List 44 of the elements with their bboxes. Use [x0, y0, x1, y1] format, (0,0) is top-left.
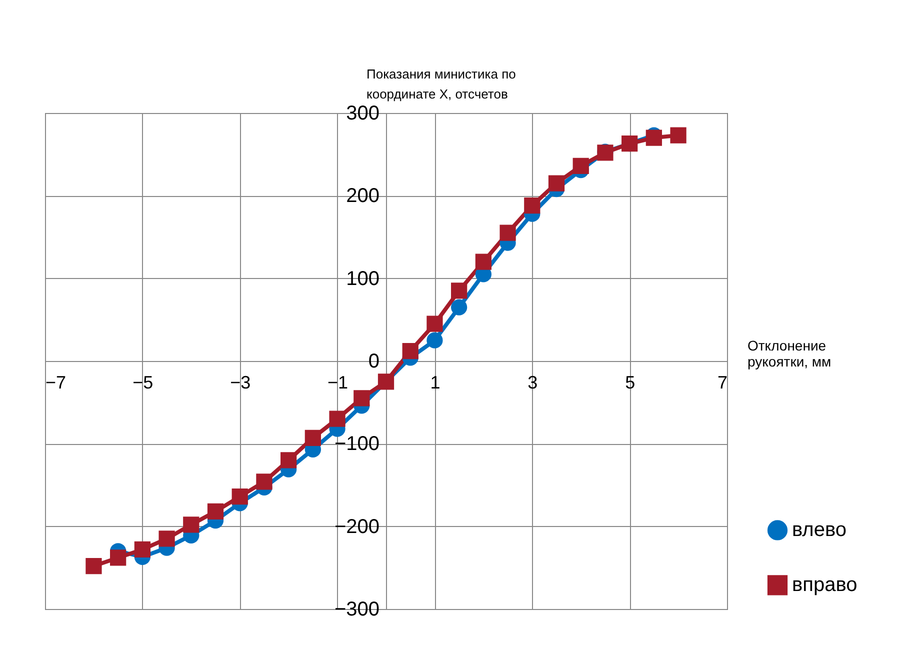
x-tick-label: −5 [132, 372, 154, 392]
point [354, 390, 370, 406]
point [670, 127, 686, 144]
point [256, 474, 272, 490]
y-tick-label: −300 [334, 598, 380, 620]
point [451, 282, 468, 299]
point [475, 254, 492, 270]
point [207, 503, 224, 520]
point [548, 175, 565, 192]
point [158, 530, 175, 547]
x-tick-label: 7 [717, 372, 728, 392]
point [304, 430, 321, 446]
point [426, 316, 443, 332]
y-tick-label: 300 [346, 102, 380, 124]
point [500, 224, 516, 241]
point [183, 516, 200, 533]
point [572, 158, 589, 174]
point [646, 130, 662, 146]
x-tick-label: −7 [46, 372, 66, 392]
point [378, 374, 394, 390]
x-axis-title: Отклонение рукоятки, мм [748, 338, 832, 370]
y-tick-label: −100 [334, 433, 380, 456]
point [402, 343, 418, 360]
x-tick-label: 3 [528, 372, 538, 392]
point [329, 410, 346, 427]
point [524, 198, 540, 214]
y-tick-label: 0 [368, 350, 380, 372]
point [451, 299, 468, 316]
legend-label: вправо [792, 574, 858, 596]
x-tick-label: 5 [625, 372, 636, 392]
y-axis-title: Показания министика по координате X, отсчетов [366, 66, 516, 102]
x-tick-label: −3 [230, 372, 251, 392]
x-tick-label: 1 [430, 372, 440, 392]
point [86, 558, 102, 574]
y-tick-label: −200 [334, 516, 380, 538]
point [280, 452, 297, 468]
y-tick-label: 100 [346, 268, 380, 290]
point [134, 541, 150, 558]
legend-label: влево [792, 519, 846, 542]
y-tick-label: 200 [346, 185, 380, 208]
point [232, 488, 248, 505]
point [110, 550, 126, 566]
x-tick-label: −1 [328, 372, 348, 392]
point [426, 332, 443, 348]
